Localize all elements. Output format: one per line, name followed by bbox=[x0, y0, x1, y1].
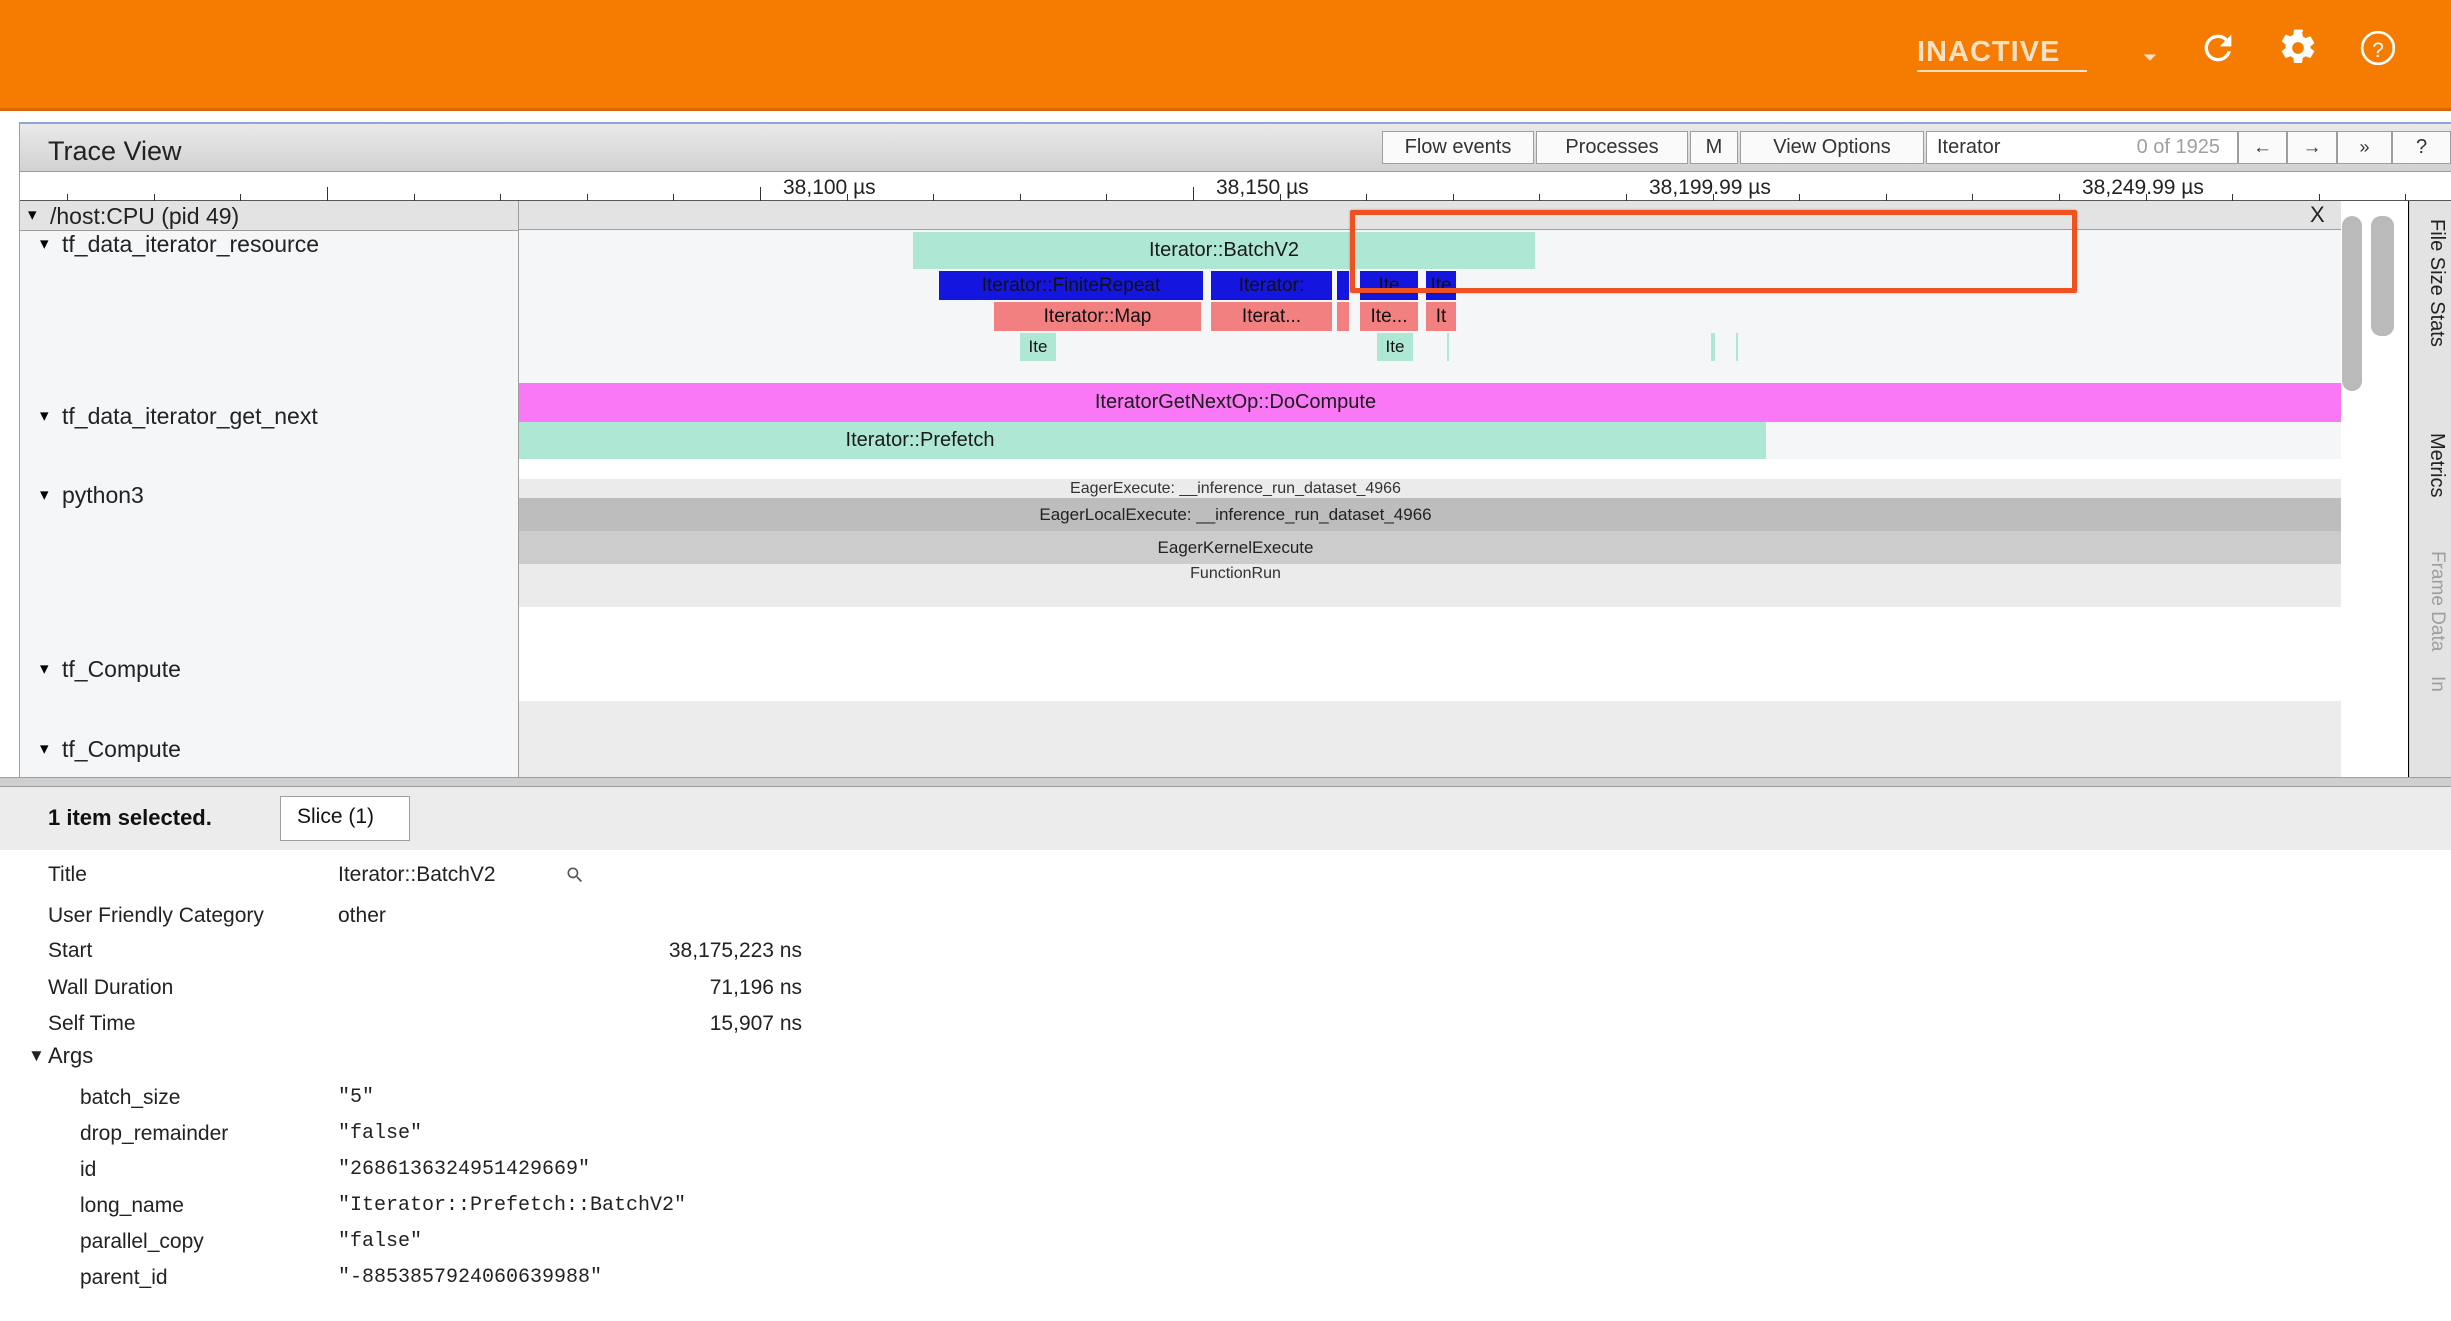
svg-text:?: ? bbox=[2372, 39, 2384, 62]
